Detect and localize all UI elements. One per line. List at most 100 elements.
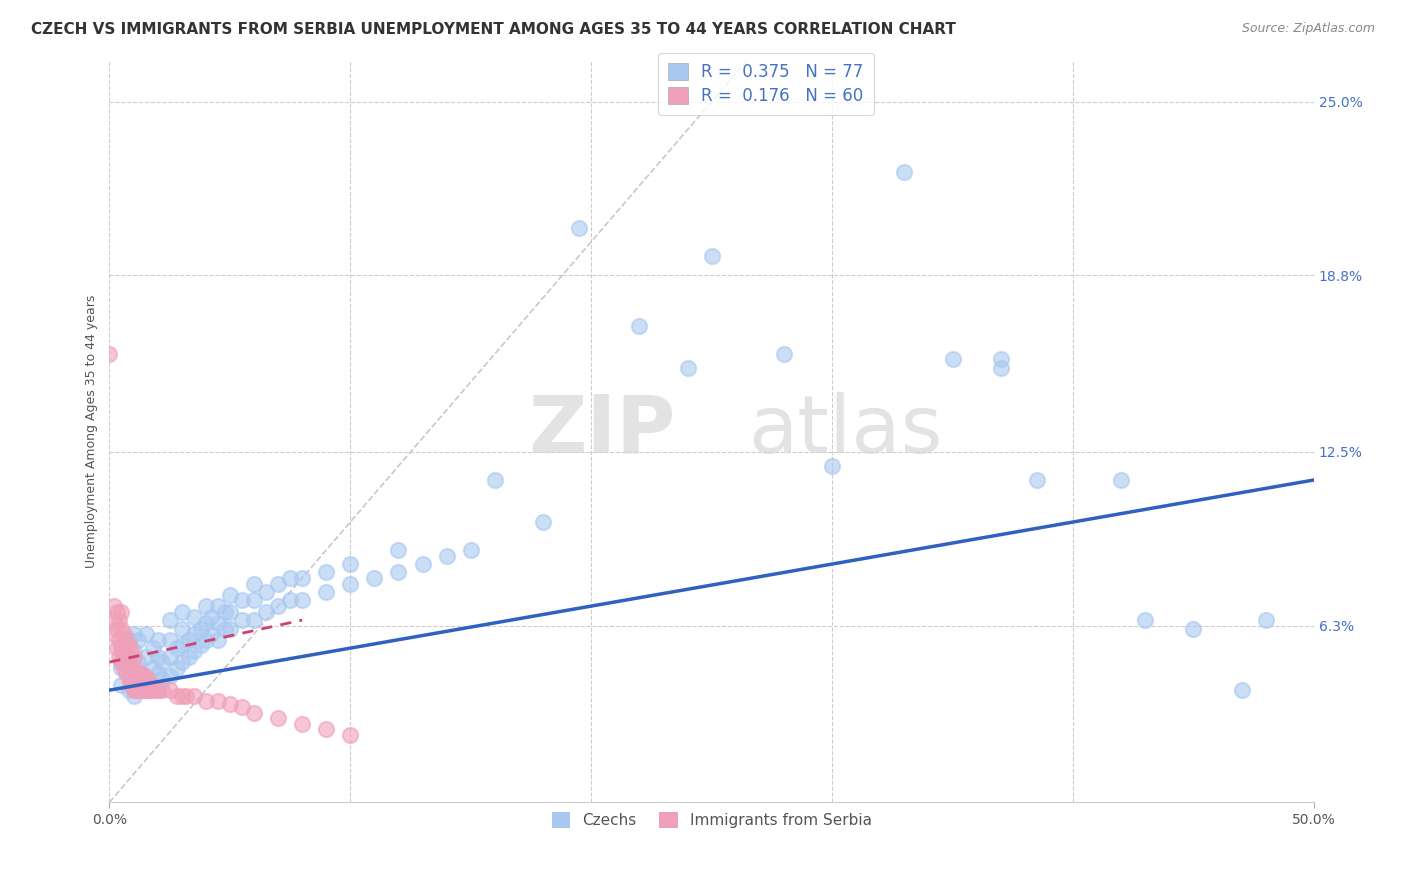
Point [218, 697, 240, 711]
Point [98, 347, 121, 361]
Point [412, 557, 434, 571]
Point [531, 515, 554, 529]
Point [207, 599, 229, 613]
Point [146, 649, 169, 664]
Point [118, 683, 141, 698]
Point [146, 683, 169, 698]
Point [676, 360, 699, 375]
Point [166, 689, 188, 703]
Point [159, 649, 181, 664]
Point [170, 689, 193, 703]
Point [339, 557, 361, 571]
Point [291, 571, 314, 585]
Point [1254, 613, 1277, 627]
Point [170, 622, 193, 636]
Point [1182, 622, 1205, 636]
Point [200, 627, 222, 641]
Point [120, 661, 142, 675]
Point [1109, 473, 1132, 487]
Point [152, 672, 174, 686]
Point [120, 677, 142, 691]
Text: ZIP: ZIP [529, 392, 675, 470]
Point [152, 655, 174, 669]
Point [108, 632, 131, 647]
Point [135, 672, 157, 686]
Point [194, 599, 217, 613]
Point [110, 605, 132, 619]
Point [166, 641, 188, 656]
Point [132, 683, 155, 698]
Point [218, 622, 240, 636]
Point [142, 641, 165, 656]
Point [363, 571, 385, 585]
Point [127, 669, 149, 683]
Point [105, 622, 128, 636]
Point [387, 566, 409, 580]
Point [200, 610, 222, 624]
Point [214, 605, 236, 619]
Point [146, 666, 169, 681]
Point [105, 641, 128, 656]
Point [122, 644, 145, 658]
Point [436, 549, 458, 563]
Point [243, 706, 266, 720]
Point [267, 711, 290, 725]
Point [110, 677, 132, 691]
Point [267, 576, 290, 591]
Point [166, 661, 188, 675]
Legend: Czechs, Immigrants from Serbia: Czechs, Immigrants from Serbia [544, 805, 879, 836]
Point [112, 644, 135, 658]
Point [1135, 613, 1157, 627]
Point [110, 622, 132, 636]
Point [177, 632, 200, 647]
Point [291, 593, 314, 607]
Point [118, 632, 141, 647]
Point [118, 655, 141, 669]
Point [243, 576, 266, 591]
Point [159, 613, 181, 627]
Point [122, 666, 145, 681]
Point [183, 610, 205, 624]
Point [243, 613, 266, 627]
Point [207, 632, 229, 647]
Point [254, 605, 277, 619]
Point [129, 666, 152, 681]
Point [127, 683, 149, 698]
Point [110, 661, 132, 675]
Point [122, 627, 145, 641]
Point [112, 661, 135, 675]
Point [1230, 683, 1253, 698]
Point [1025, 473, 1047, 487]
Point [568, 220, 591, 235]
Point [339, 576, 361, 591]
Text: CZECH VS IMMIGRANTS FROM SERBIA UNEMPLOYMENT AMONG AGES 35 TO 44 YEARS CORRELATI: CZECH VS IMMIGRANTS FROM SERBIA UNEMPLOY… [31, 22, 956, 37]
Point [135, 669, 157, 683]
Point [122, 674, 145, 689]
Text: Source: ZipAtlas.com: Source: ZipAtlas.com [1241, 22, 1375, 36]
Y-axis label: Unemployment Among Ages 35 to 44 years: Unemployment Among Ages 35 to 44 years [86, 294, 98, 567]
Point [152, 683, 174, 698]
Point [231, 593, 253, 607]
Point [484, 473, 506, 487]
Point [132, 669, 155, 683]
Point [231, 613, 253, 627]
Point [194, 694, 217, 708]
Point [183, 644, 205, 658]
Point [218, 588, 240, 602]
Point [315, 723, 337, 737]
Point [700, 249, 723, 263]
Point [207, 694, 229, 708]
Point [218, 605, 240, 619]
Point [122, 689, 145, 703]
Point [122, 649, 145, 664]
Point [108, 613, 131, 627]
Point [122, 683, 145, 698]
Point [941, 352, 963, 367]
Point [628, 318, 651, 333]
Point [176, 689, 198, 703]
Point [118, 672, 141, 686]
Point [115, 632, 138, 647]
Point [460, 543, 482, 558]
Point [214, 622, 236, 636]
Point [103, 599, 125, 613]
